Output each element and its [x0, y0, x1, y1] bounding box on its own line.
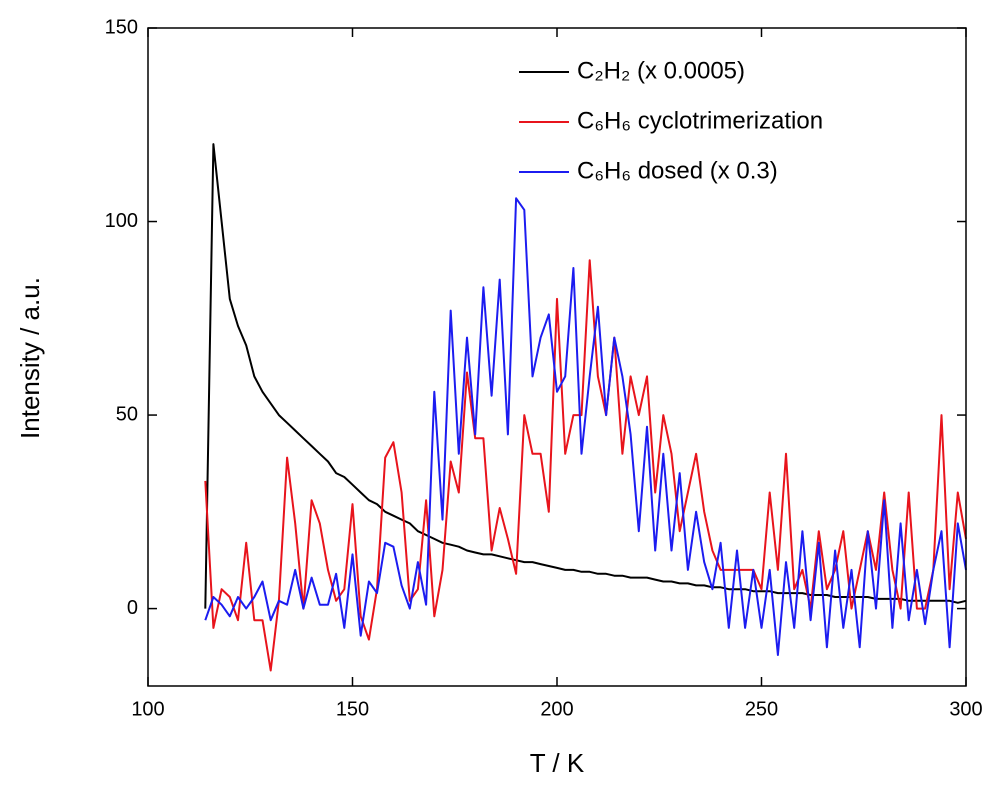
x-tick-label: 150	[336, 698, 369, 720]
y-tick-label: 50	[116, 403, 138, 425]
x-tick-label: 100	[131, 698, 164, 720]
x-tick-label: 300	[949, 698, 982, 720]
legend-label: C₂H₂ (x 0.0005)	[577, 57, 745, 84]
data-line	[204, 259, 967, 672]
x-tick-label: 200	[540, 698, 573, 720]
x-tick-label: 250	[745, 698, 778, 720]
data-line	[204, 143, 967, 609]
data-line	[204, 197, 967, 656]
y-tick-label: 0	[127, 597, 138, 619]
plot-frame	[147, 27, 967, 687]
x-axis-label: T / K	[530, 748, 585, 778]
y-axis-label: Intensity / a.u.	[15, 277, 45, 439]
y-tick-label: 100	[105, 210, 138, 232]
y-tick-label: 150	[105, 16, 138, 38]
legend-label: C₆H₆ cyclotrimerization	[577, 107, 823, 134]
legend-label: C₆H₆ dosed (x 0.3)	[577, 157, 778, 184]
